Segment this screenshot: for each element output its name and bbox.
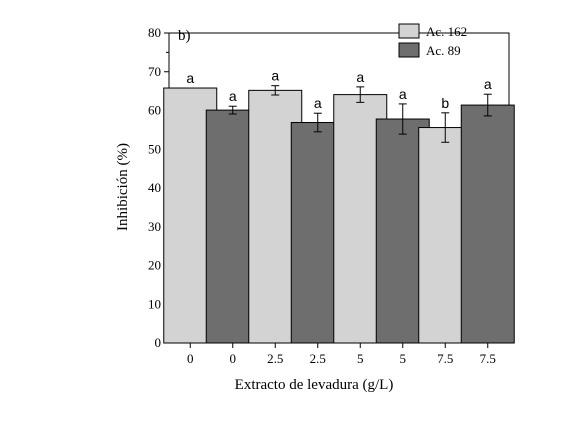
y-tick-label: 10 [148,296,161,311]
legend-swatch [398,42,420,58]
significance-label: b [441,95,449,111]
x-axis: 0 0 2.5 2.5 5 5 7.5 7.5 [187,343,496,366]
bars: a a a a a a b a [163,68,515,344]
y-axis-title: Inhibición (%) [115,143,131,231]
significance-label: a [399,86,407,102]
legend: Ac. 162 Ac. 89 [398,23,467,58]
significance-label: a [484,76,492,92]
y-tick-label: 60 [148,103,161,118]
significance-label: a [186,70,194,86]
legend-label: Ac. 89 [426,43,461,58]
bar [460,104,515,344]
significance-label: a [229,88,237,104]
x-tick-label: 7.5 [437,351,453,366]
x-tick-label: 0 [187,351,194,366]
x-tick-label: 7.5 [480,351,496,366]
y-tick-label: 30 [148,219,161,234]
panel-label: b) [178,28,191,44]
y-tick-label: 20 [148,258,161,273]
x-tick-label: 2.5 [267,351,283,366]
x-tick-label: 5 [400,351,407,366]
y-tick-label: 40 [148,180,161,195]
x-axis-title: Extracto de levadura (g/L) [235,377,394,393]
y-tick-label: 80 [148,25,161,40]
y-tick-label: 0 [155,335,162,350]
legend-label: Ac. 162 [426,24,467,39]
y-tick-label: 50 [148,141,161,156]
x-tick-label: 2.5 [310,351,326,366]
legend-swatch [398,23,420,39]
significance-label: a [356,69,364,85]
significance-label: a [314,95,322,111]
significance-label: a [271,68,279,84]
x-tick-label: 5 [357,351,364,366]
x-tick-label: 0 [230,351,237,366]
y-tick-label: 70 [148,64,161,79]
